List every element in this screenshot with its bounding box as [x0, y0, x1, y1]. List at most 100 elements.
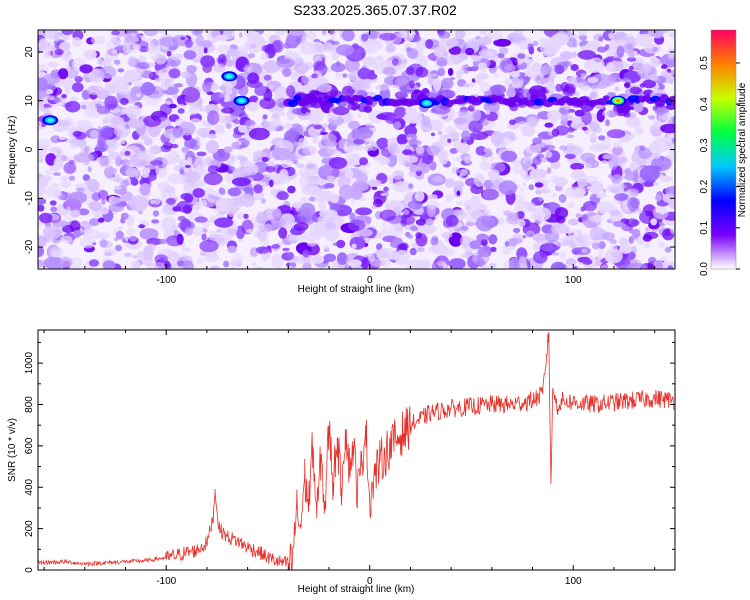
heatmap-cell [649, 73, 658, 81]
heatmap-cell [342, 73, 348, 78]
heatmap-cell [380, 83, 389, 91]
heatmap-cell [323, 253, 337, 262]
heatmap-cell [193, 179, 206, 188]
heatmap-cell [425, 218, 434, 226]
heatmap-cell [517, 53, 526, 59]
heatmap-cell [598, 250, 604, 255]
heatmap-cell [59, 257, 73, 268]
heatmap-cell [100, 206, 107, 213]
heatmap-cell [51, 237, 60, 244]
heatmap-cell [321, 133, 337, 144]
heatmap-cell [248, 127, 270, 141]
heatmap-cell [540, 245, 555, 252]
heatmap-cell [79, 236, 96, 249]
heatmap-cell [520, 187, 525, 192]
heatmap-cell [213, 63, 226, 73]
heatmap-cell [262, 60, 281, 73]
heatmap-cell [181, 170, 201, 183]
heatmap-cell [383, 186, 389, 192]
heatmap-cell [282, 67, 292, 78]
heatmap-cell [426, 262, 431, 267]
heatmap-cell [379, 209, 397, 222]
heatmap-cell [526, 202, 536, 213]
heatmap-cell [406, 155, 419, 163]
heatmap-cell [104, 252, 112, 257]
heatmap-cell [652, 206, 669, 220]
heatmap-cell [626, 57, 637, 62]
heatmap-cell [215, 34, 230, 41]
heatmap-cell [483, 179, 493, 190]
heatmap-cell [169, 103, 177, 109]
heatmap-cell [271, 117, 282, 127]
heatmap-cell [429, 73, 438, 78]
heatmap-cell [392, 237, 403, 245]
heatmap-cell [635, 33, 653, 47]
signal-band-cell [524, 99, 536, 107]
heatmap-cell [274, 30, 289, 36]
heatmap-cell [97, 58, 103, 65]
heatmap-cell [227, 228, 237, 236]
heatmap-cell [348, 219, 366, 232]
heatmap-cell [203, 187, 213, 193]
heatmap-cell [180, 36, 186, 40]
heatmap-cell [344, 58, 360, 73]
heatmap-cell [199, 250, 207, 257]
heatmap-cell [489, 262, 497, 269]
heatmap-cell [373, 190, 387, 205]
heatmap-cell [87, 166, 92, 173]
heatmap-cell [38, 198, 47, 205]
heatmap-cell [43, 256, 64, 269]
heatmap-cell [253, 184, 263, 194]
heatmap-cell [650, 218, 658, 226]
heatmap-cell [533, 246, 541, 253]
heatmap-cell [396, 134, 408, 145]
heatmap-cell [203, 47, 208, 54]
heatmap-cell [546, 82, 554, 92]
heatmap-cell [438, 134, 454, 147]
heatmap-cell [471, 109, 482, 122]
snr-y-tick-label: 600 [24, 437, 35, 454]
heatmap-cell [408, 171, 417, 177]
heatmap-cell [447, 67, 454, 76]
heatmap-cell [389, 255, 397, 261]
heatmap-cell [407, 234, 414, 239]
heatmap-cell [651, 128, 661, 137]
heatmap-cell [278, 102, 285, 108]
heatmap-cell [602, 188, 607, 193]
heatmap-cell [485, 110, 491, 115]
heatmap-cell [487, 51, 495, 57]
heatmap-cell [248, 95, 259, 104]
heatmap-cell [571, 51, 577, 58]
heatmap-cell [464, 156, 472, 165]
heatmap-cell [509, 119, 516, 125]
heatmap-cell [271, 253, 284, 269]
heatmap-cell [614, 193, 629, 201]
heatmap-cell [66, 138, 75, 144]
heatmap-cell [245, 101, 260, 112]
heatmap-cell [602, 154, 611, 160]
heatmap-cell [49, 246, 64, 258]
heatmap-cell [392, 58, 399, 66]
heatmap-cell [465, 221, 475, 227]
heatmap-cell [565, 258, 577, 266]
heatmap-cell [446, 214, 459, 227]
heatmap-y-tick-label: 20 [24, 46, 35, 58]
heatmap-cell [53, 97, 62, 103]
heatmap-cell [369, 142, 379, 151]
heatmap-cell [554, 177, 568, 187]
heatmap-cell [310, 181, 319, 190]
heatmap-cell [344, 143, 356, 152]
heatmap-cell [415, 145, 425, 155]
colorbar-tick-label: 0.2 [699, 179, 710, 193]
heatmap-cell [126, 227, 136, 236]
heatmap-cell [536, 75, 541, 81]
heatmap-cell [61, 94, 67, 99]
heatmap-cell [497, 217, 505, 225]
heatmap-cell [460, 49, 467, 54]
heatmap-cell [97, 125, 102, 130]
heatmap-cell [177, 108, 185, 114]
heatmap-cell [517, 219, 526, 227]
heatmap-cell [430, 237, 439, 246]
heatmap-cell [284, 213, 290, 221]
